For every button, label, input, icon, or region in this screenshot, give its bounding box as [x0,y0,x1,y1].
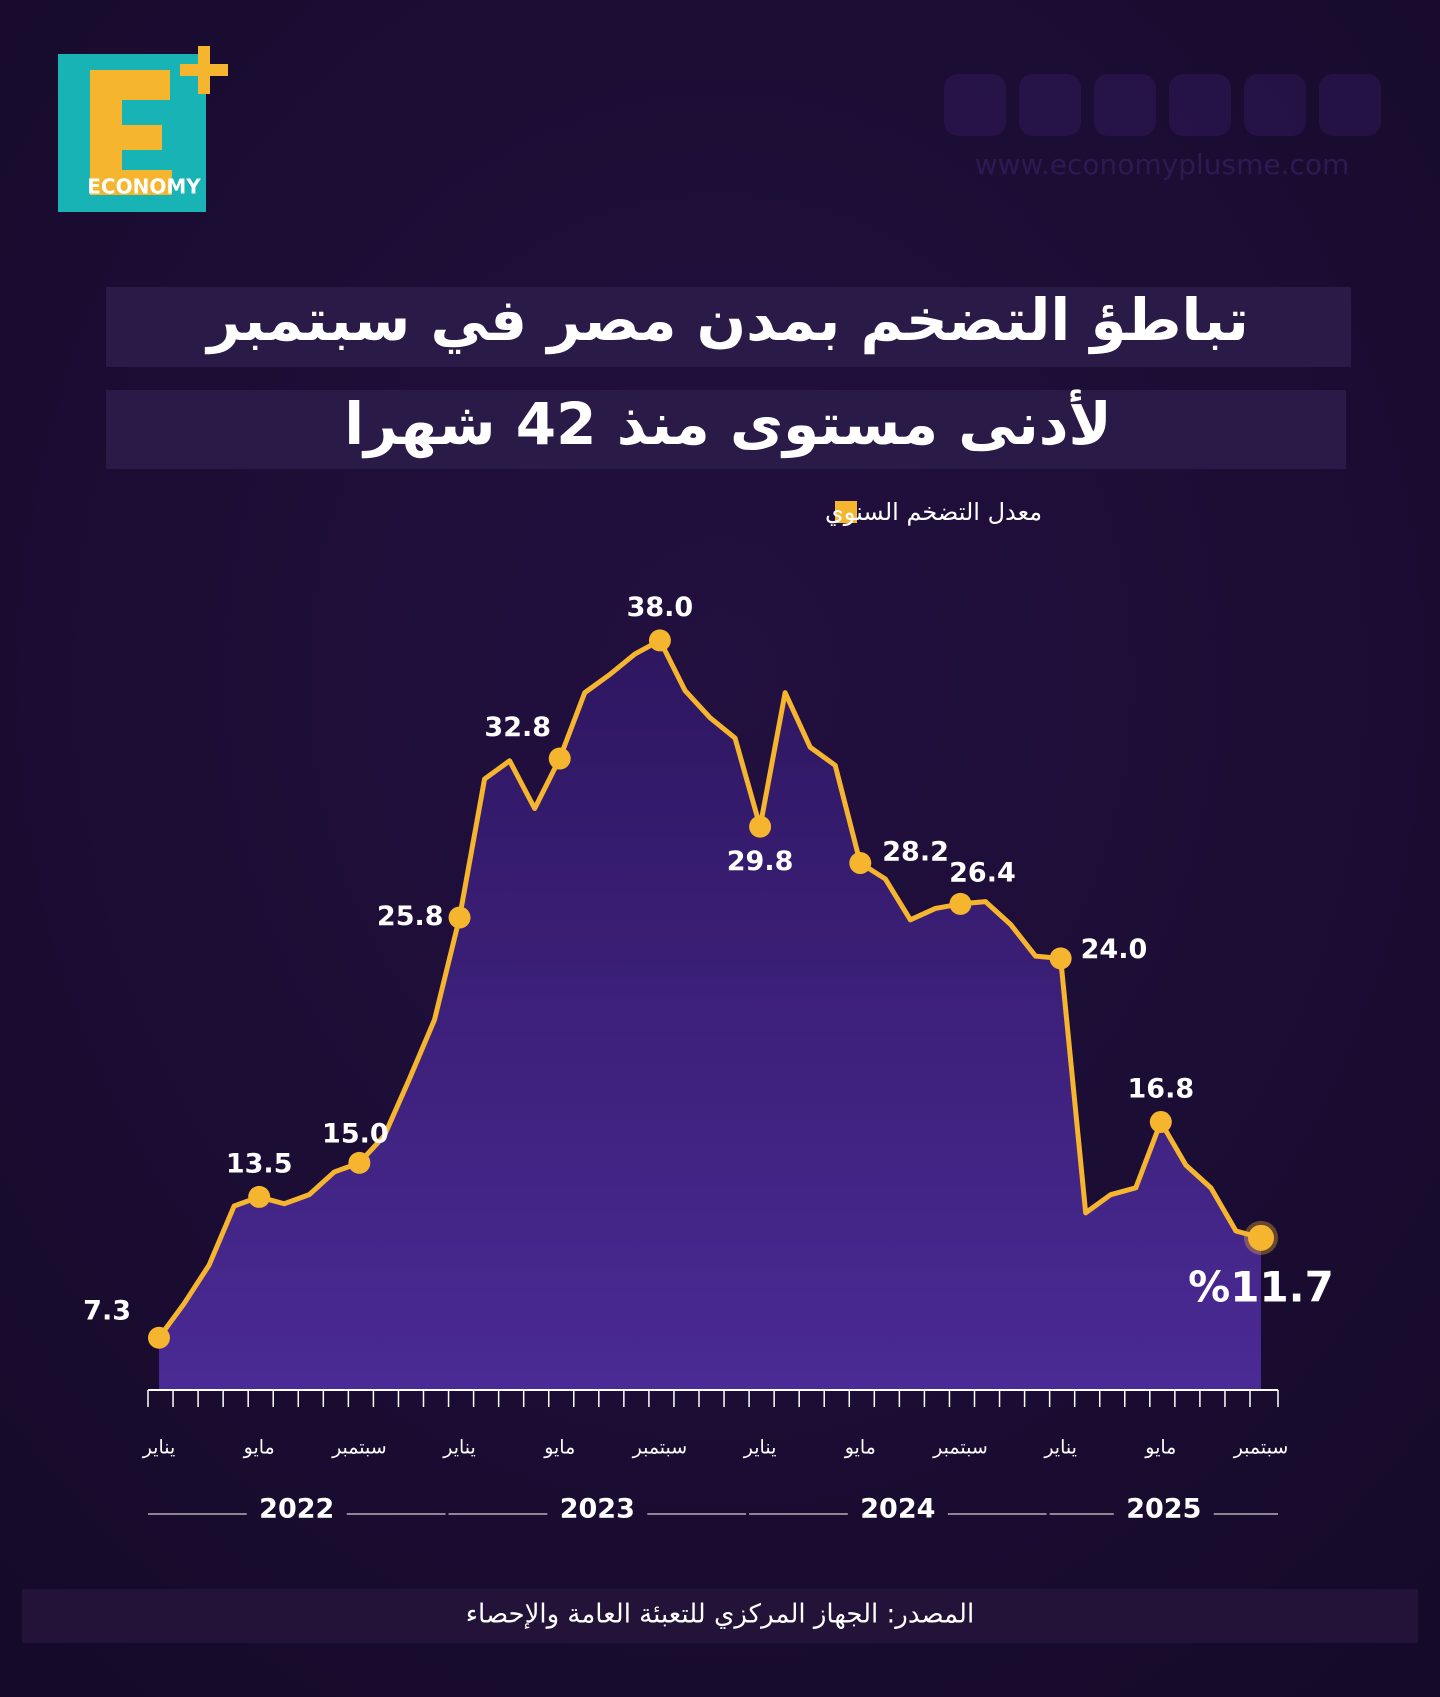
point [648,629,671,652]
social-icons [944,74,1381,136]
x-tick-label: يناير [142,1437,176,1459]
value-label: 16.8 [1128,1073,1195,1104]
x-tick-label: مايو [1144,1437,1176,1459]
legend-swatch [835,501,857,523]
point [1149,1110,1172,1133]
x-tick-label: مايو [243,1437,275,1459]
line [156,637,1262,1340]
logo-letter [90,70,172,195]
value-label: 26.4 [949,857,1016,888]
point [148,1326,170,1349]
area [159,640,1261,1390]
value-label: 28.2 [882,837,949,868]
icon [1244,74,1306,136]
x-tick-label: مايو [844,1437,876,1459]
x-tick-label: سبتمبر [1233,1437,1289,1459]
title-band [106,390,1346,469]
year-label: 2022 [259,1494,334,1525]
logo-plus [180,46,228,94]
point [949,892,972,915]
chart-title: تباطؤ التضخم بمدن مصر في سبتمبر [204,286,1248,355]
website: www.economyplusme.com [975,148,1350,181]
icon [944,74,1006,136]
x-tick-label: يناير [1043,1437,1077,1459]
plot: يناير مايو سبتمبر يناير مايو سبتمبر يناير مايو س… [83,592,1334,1525]
logo: ECONOMY [58,46,228,212]
icon [1019,74,1081,136]
source-band [22,1589,1418,1643]
value-label: 24.0 [1081,934,1148,965]
point [849,852,872,875]
point [749,815,772,838]
legend-label: معدل التضخم السنوي [825,498,1042,526]
point [448,906,471,929]
value-label: 29.8 [727,846,794,877]
x-tick-label: مايو [543,1437,575,1459]
x-tick-label: سبتمبر [632,1437,688,1459]
value-label: 13.5 [226,1148,293,1179]
value-label: %11.7 [1188,1262,1334,1311]
value-label: 15.0 [322,1118,389,1149]
title-band [106,287,1351,367]
icon [1169,74,1231,136]
x-tick-label: سبتمبر [331,1437,387,1459]
x-tick-label: يناير [442,1437,476,1459]
year-label: 2023 [560,1494,635,1525]
value-label: 7.3 [83,1295,131,1326]
value-label: 32.8 [484,712,551,743]
source: المصدر: الجهاز المركزي للتعبئة العامة وا… [466,1600,974,1630]
x-tick-label: سبتمبر [932,1437,988,1459]
point [1049,947,1072,970]
year-label: 2024 [860,1494,935,1525]
icon [1094,74,1156,136]
x-tick-label: يناير [743,1437,777,1459]
value-label: 38.0 [627,592,694,623]
point [548,747,571,770]
value-label: 25.8 [377,901,444,932]
point [348,1151,371,1174]
icon [1319,74,1381,136]
point [1248,1224,1274,1251]
point [248,1185,271,1208]
logo-text: ECONOMY [87,175,201,199]
chart-title: لأدنى مستوى منذ 42 شهرا [344,389,1111,459]
year-label: 2025 [1126,1494,1201,1525]
